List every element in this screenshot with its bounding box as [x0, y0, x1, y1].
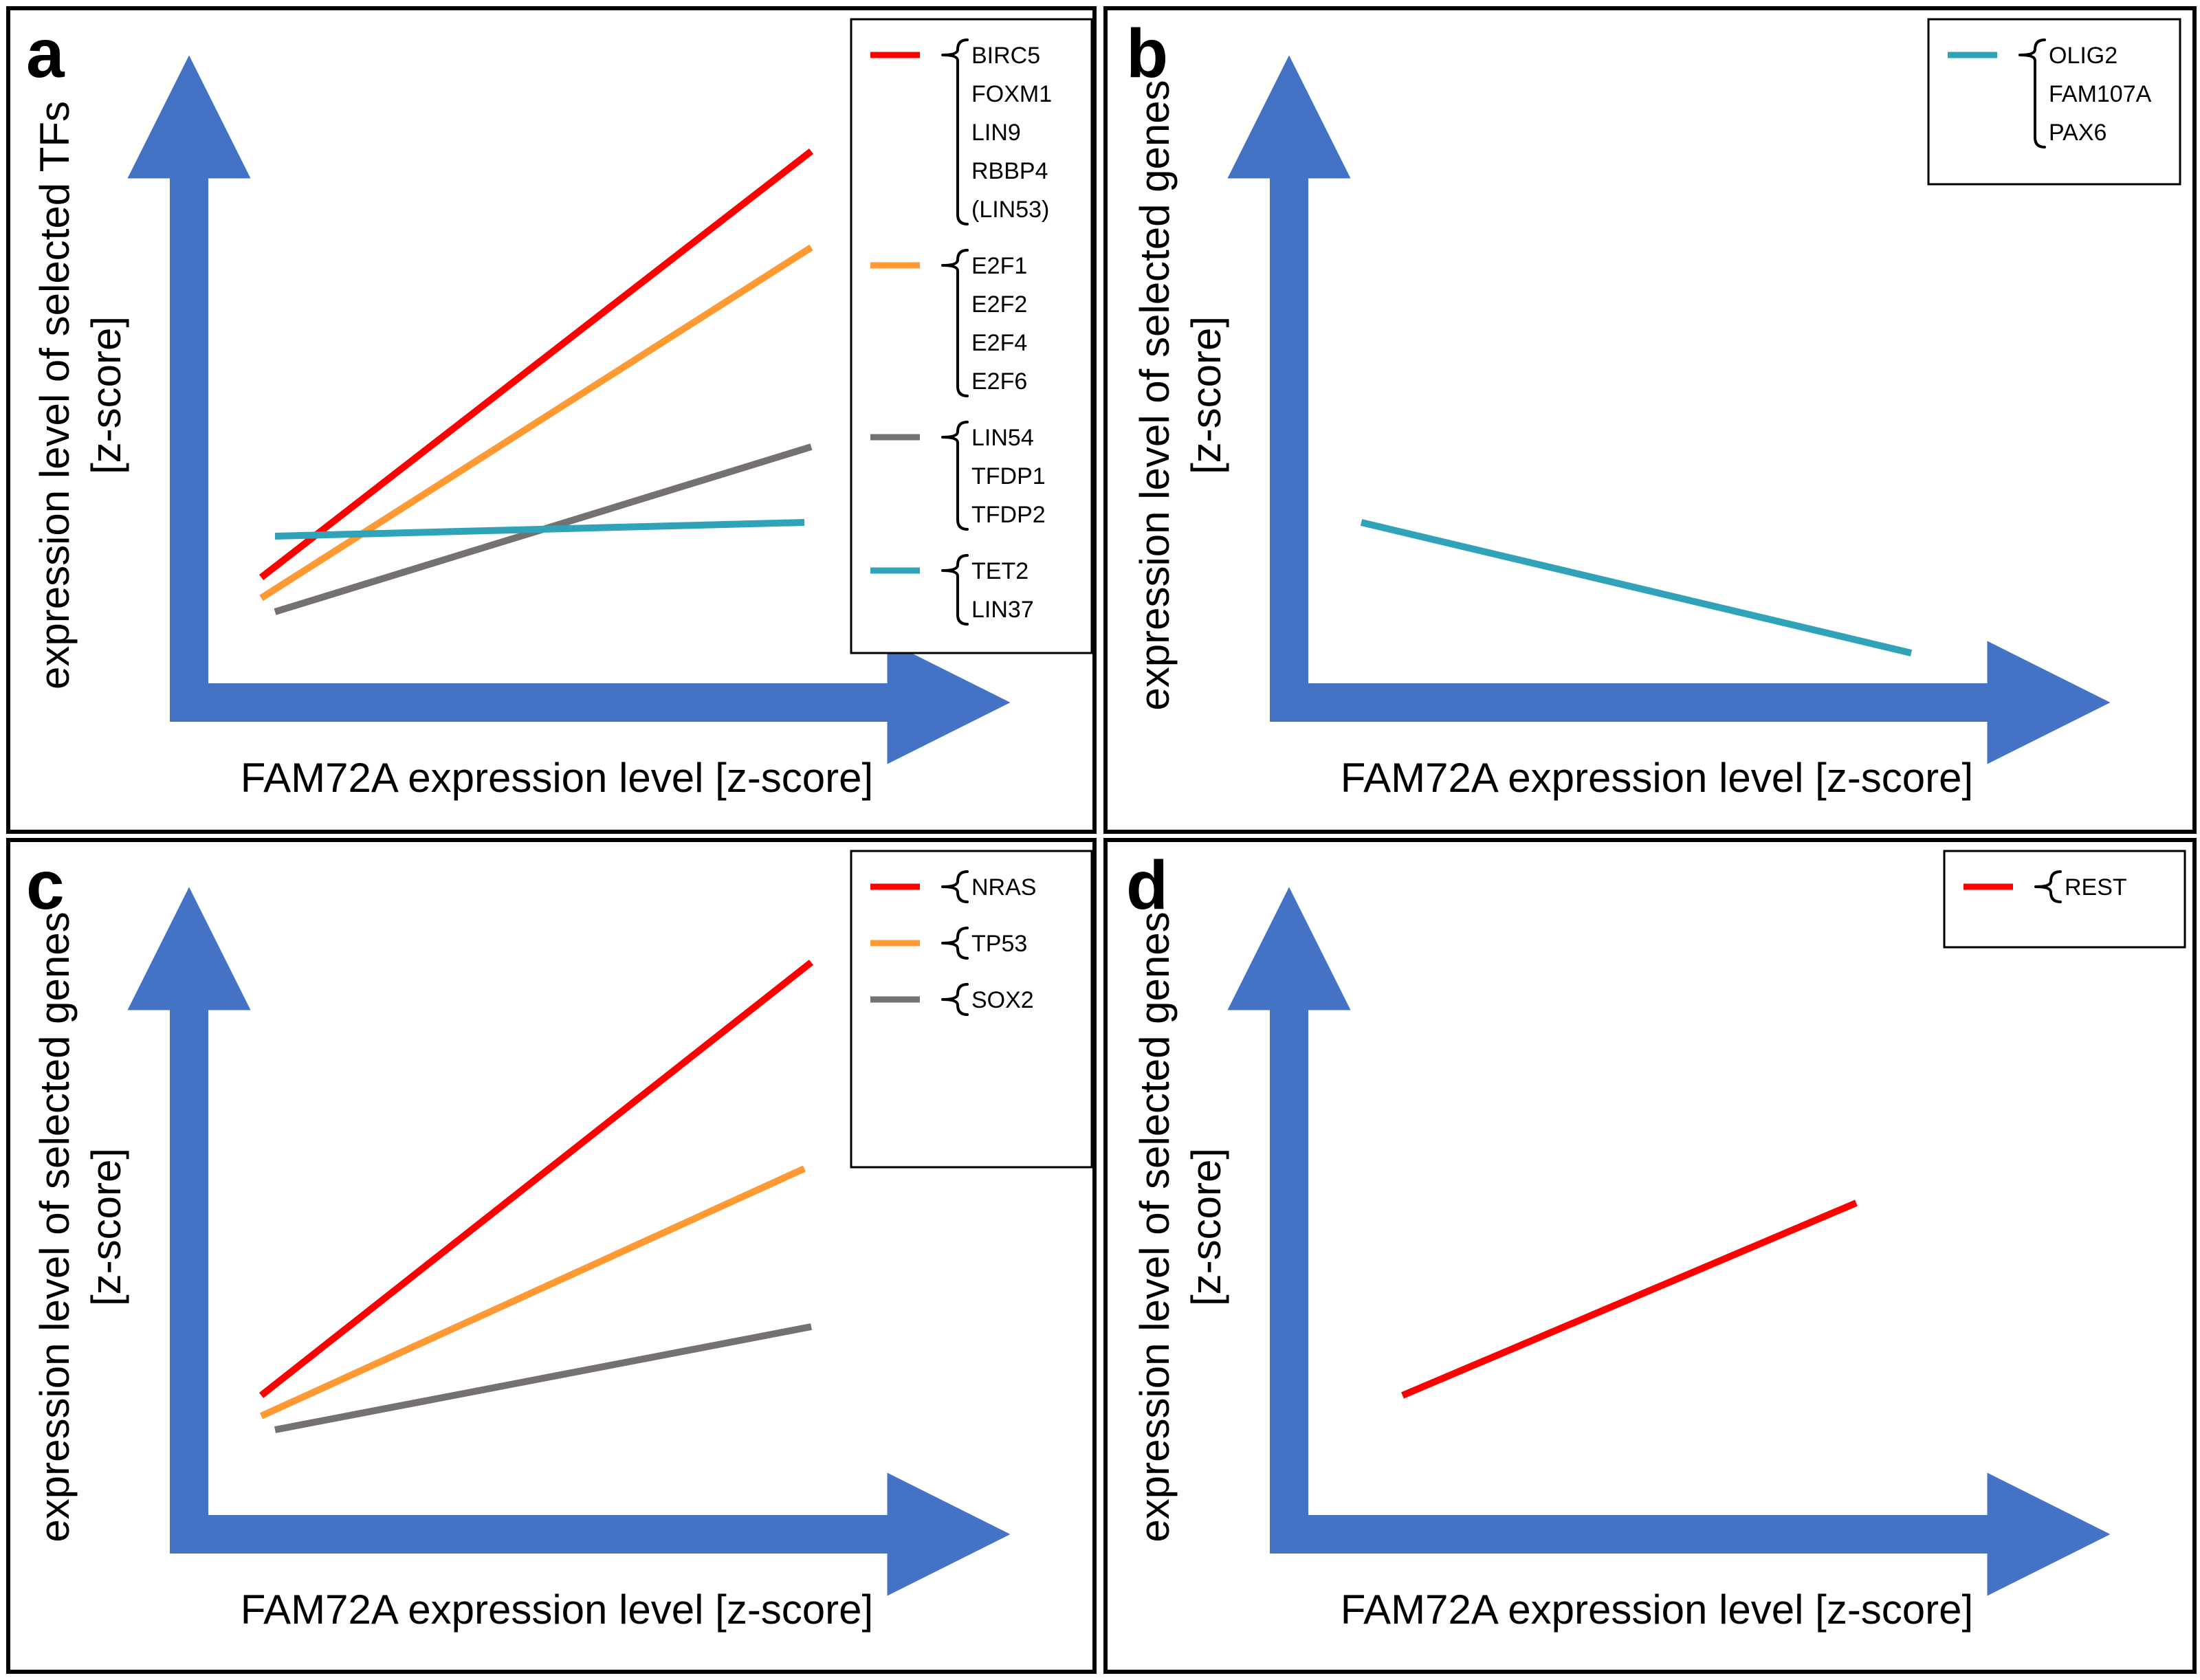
- legend-box: [850, 850, 1093, 1169]
- legend-label: TFDP1: [971, 463, 1046, 489]
- legend-label: OLIG2: [2049, 43, 2118, 69]
- legend-brace: [941, 983, 969, 1016]
- y-axis-title: expression level of selected genes: [1132, 80, 1178, 710]
- series-line-1: [258, 960, 814, 1398]
- x-axis-title: FAM72A expression level [z-score]: [241, 755, 873, 801]
- legend-label: FOXM1: [971, 81, 1052, 107]
- legend-box: [1943, 850, 2186, 949]
- legend-brace: [941, 249, 969, 397]
- y-axis-title-unit: [z-score]: [1183, 316, 1229, 474]
- legend: BIRC5 FOXM1 LIN9 RBBP4 (LIN53) E2F1 E2F2 E2F4 E2…: [850, 18, 1093, 654]
- panel-b: b FAM72A expression level [z-score] expres…: [1103, 6, 2197, 834]
- x-axis-title: FAM72A expression level [z-score]: [1341, 755, 1973, 801]
- panel-letter: d: [1126, 847, 1168, 924]
- panel-d: d FAM72A expression level [z-score] expres…: [1103, 838, 2197, 1674]
- panel-letter: c: [26, 847, 65, 924]
- series-line-1: [1360, 519, 1913, 656]
- x-axis-title: FAM72A expression level [z-score]: [241, 1587, 873, 1633]
- series-line-2: [259, 244, 813, 601]
- legend-label: TFDP2: [971, 502, 1046, 528]
- legend-label: RBBP4: [971, 158, 1048, 184]
- series-line-2: [259, 1165, 806, 1419]
- panel-frame: [1103, 838, 2197, 1674]
- legend-label: SOX2: [971, 987, 1034, 1013]
- legend: OLIG2 FAM107A PAX6: [1927, 18, 2181, 186]
- y-axis-title-unit: [z-score]: [83, 316, 129, 474]
- legend-label: NRAS: [971, 874, 1036, 900]
- legend-brace: [941, 870, 969, 903]
- y-axis-title-unit: [z-score]: [1183, 1148, 1229, 1306]
- panel-frame: [6, 838, 1097, 1674]
- panel-c: c FAM72A expression level [z-score] expres…: [6, 838, 1097, 1674]
- series-line-4: [274, 519, 805, 540]
- legend-brace: [2034, 870, 2062, 903]
- legend-label: E2F2: [971, 291, 1027, 318]
- legend-label: E2F4: [971, 330, 1027, 356]
- legend-label: LIN9: [971, 120, 1021, 146]
- legend-label: BIRC5: [971, 43, 1040, 69]
- panel-frame: [6, 6, 1097, 834]
- legend-label: E2F1: [971, 253, 1027, 279]
- legend: REST: [1943, 850, 2186, 949]
- legend-label: (LIN53): [971, 197, 1049, 223]
- legend-label: PAX6: [2049, 120, 2106, 146]
- x-axis-title: FAM72A expression level [z-score]: [1341, 1587, 1973, 1633]
- y-axis-title-unit: [z-score]: [83, 1148, 129, 1306]
- legend-label: TP53: [971, 931, 1027, 957]
- legend-brace: [941, 927, 969, 960]
- y-axis-title: expression level of selected TFs: [32, 101, 78, 689]
- legend-brace: [941, 421, 969, 531]
- series-line-1: [1401, 1200, 1858, 1399]
- legend-box: [1927, 18, 2181, 186]
- panel-letter: a: [26, 15, 65, 92]
- legend: NRAS TP53 SOX2: [850, 850, 1093, 1169]
- series-line-3: [274, 1323, 812, 1433]
- legend-label: REST: [2065, 874, 2127, 900]
- legend-brace: [941, 38, 969, 225]
- y-axis-title: expression level of selected genes: [32, 911, 78, 1542]
- legend-label: LIN54: [971, 425, 1034, 451]
- panel-frame: [1103, 6, 2197, 834]
- panel-a: a FAM72A expression level [z-score] expres…: [6, 6, 1097, 834]
- legend-label: E2F6: [971, 368, 1027, 395]
- legend-label: LIN37: [971, 597, 1034, 623]
- y-axis-title: expression level of selected genes: [1132, 911, 1178, 1542]
- series-line-1: [258, 148, 814, 580]
- legend-box: [850, 18, 1093, 654]
- legend-label: FAM107A: [2049, 81, 2152, 107]
- legend-label: TET2: [971, 558, 1028, 584]
- legend-brace: [941, 554, 969, 626]
- legend-brace: [2018, 38, 2046, 148]
- panel-letter: b: [1126, 15, 1168, 92]
